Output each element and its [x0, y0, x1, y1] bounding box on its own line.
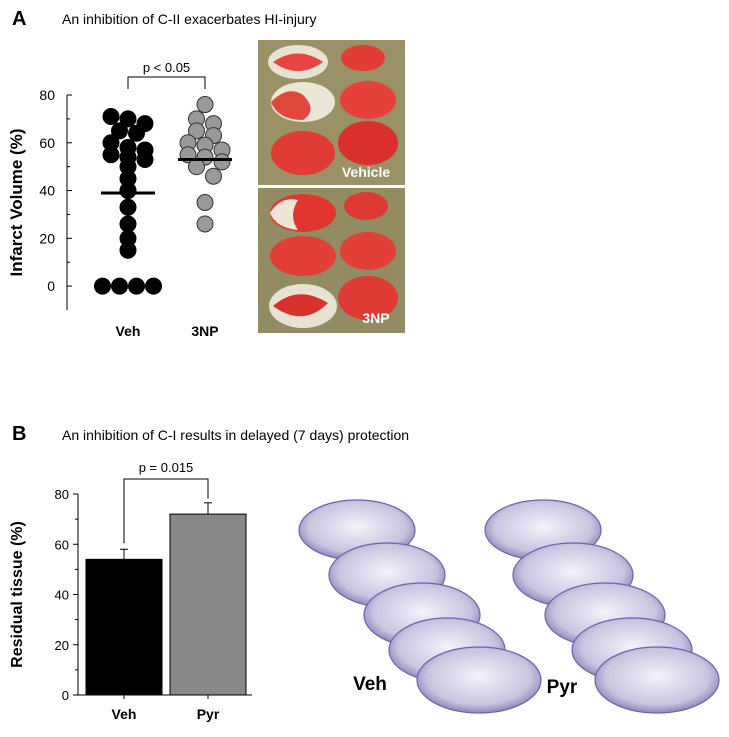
- pyr-photo-label: Pyr: [547, 677, 578, 698]
- data-point: [188, 122, 205, 140]
- panel-a-title: An inhibition of C-II exacerbates HI-inj…: [62, 11, 317, 27]
- significance-bracket: [123, 478, 209, 544]
- data-point: [119, 215, 137, 233]
- data-point: [196, 194, 214, 211]
- data-point: [119, 241, 137, 259]
- 3np-photo-label: 3NP: [362, 310, 389, 326]
- x-category-label: 3NP: [191, 323, 218, 339]
- y-tick-label: 40: [39, 183, 55, 199]
- bar: [85, 558, 163, 696]
- infarct-volume-scatter-chart: 0 20 40 60 80 Infarct Volume (%) Veh 3NP p < 0.0…: [7, 60, 232, 339]
- data-point: [102, 146, 120, 164]
- panel-a-letter: A: [12, 8, 27, 30]
- bar: [169, 513, 247, 696]
- x-category-label: Veh: [116, 323, 141, 339]
- x-category-label: Pyr: [197, 706, 220, 722]
- data-point: [119, 182, 137, 200]
- data-point: [188, 158, 205, 176]
- y-tick-label: 0: [62, 688, 69, 703]
- y-tick-label: 40: [55, 588, 69, 603]
- data-point: [196, 215, 214, 233]
- data-point: [213, 153, 231, 171]
- data-point: [111, 122, 128, 140]
- y-tick-label: 20: [55, 638, 69, 653]
- data-point: [102, 108, 120, 125]
- y-tick-label: 80: [39, 87, 55, 103]
- data-point: [128, 124, 145, 142]
- nissl-stained-brain-sections-photo: Veh Pyr: [297, 485, 725, 720]
- y-tick-label: 80: [55, 487, 69, 502]
- data-point: [136, 151, 154, 168]
- y-tick-label: 60: [39, 135, 55, 151]
- significance-bracket: [127, 76, 206, 89]
- data-point: [94, 277, 111, 295]
- x-category-label: Veh: [112, 706, 137, 722]
- veh-photo-label: Veh: [353, 674, 387, 695]
- vehicle-photo-label: Vehicle: [342, 164, 390, 180]
- 3np-brain-slices-photo: 3NP: [258, 188, 405, 333]
- data-point: [111, 277, 128, 295]
- significance-label: p = 0.015: [139, 460, 194, 475]
- residual-tissue-bar-chart: 0 20 40 60 80 Residual tissue (%) Veh Pyr p = 0.…: [9, 460, 252, 722]
- data-point: [128, 277, 145, 295]
- data-point: [119, 110, 137, 128]
- vehicle-brain-slices-photo: Vehicle: [258, 40, 405, 185]
- significance-label: p < 0.05: [143, 60, 190, 75]
- y-axis-label: Infarct Volume (%): [7, 129, 26, 277]
- panel-b-title: An inhibition of C-I results in delayed …: [62, 427, 410, 443]
- data-point: [196, 96, 214, 114]
- y-tick-label: 60: [55, 537, 69, 552]
- panel-b-letter: B: [12, 423, 27, 445]
- y-axis-label: Residual tissue (%): [9, 521, 26, 668]
- y-tick-label: 0: [47, 278, 55, 294]
- data-point: [205, 167, 222, 185]
- y-tick-label: 20: [39, 230, 55, 246]
- data-point: [145, 277, 162, 295]
- data-point: [119, 198, 137, 216]
